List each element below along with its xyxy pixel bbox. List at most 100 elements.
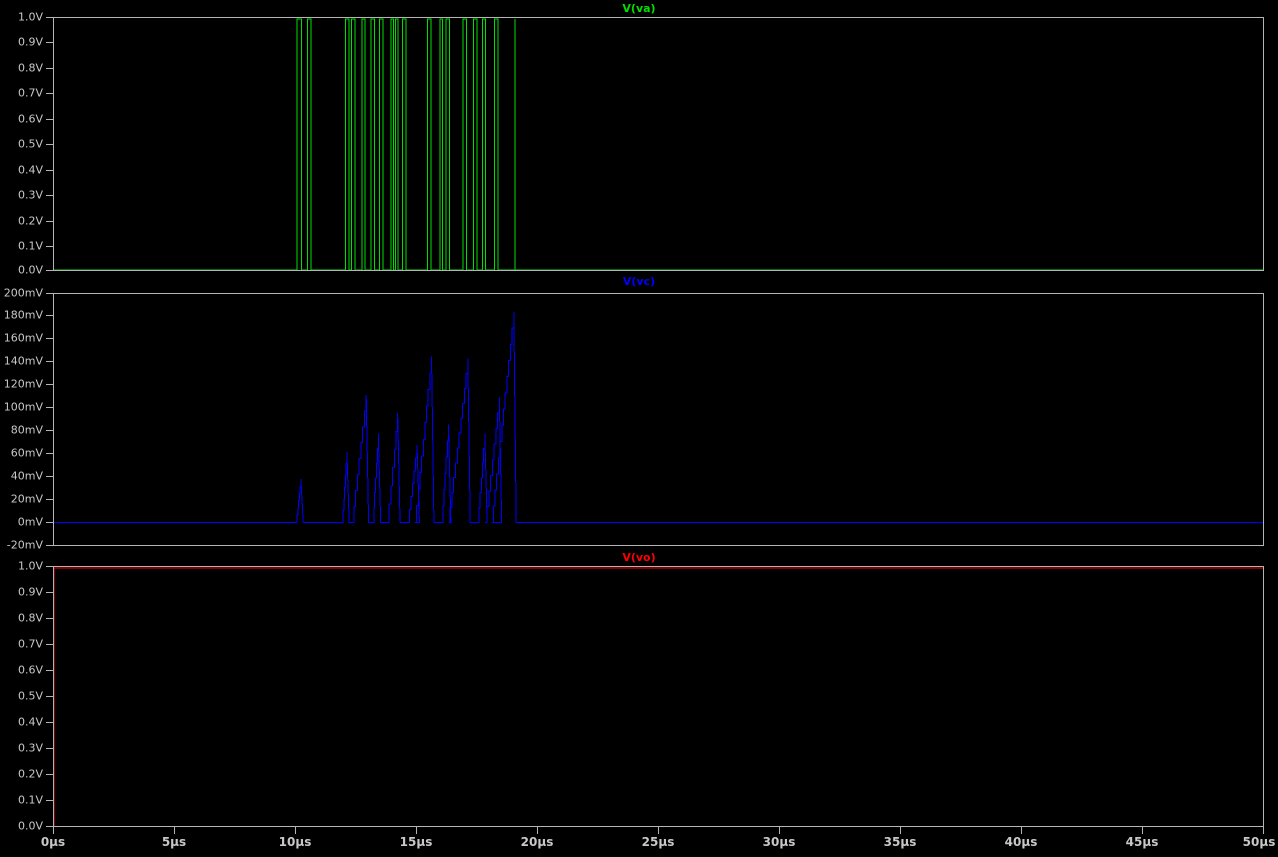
x-axis: 0µs 5µs 10µs 15µs 20µs 25µs 30µs 35µs 40… (0, 827, 1278, 857)
y-tick-mark (46, 748, 53, 749)
y-tick-mark (46, 93, 53, 94)
y-tick-mark (46, 430, 53, 431)
y-tick-mark (46, 119, 53, 120)
y-tick-label: 0.0V (17, 819, 43, 833)
y-tick-label: 0.5V (17, 137, 43, 151)
y-tick-label: 140mV (3, 354, 43, 368)
y-tick-label: 0.5V (17, 689, 43, 703)
y-tick-label: -20mV (6, 538, 43, 552)
y-tick-label: 0.7V (17, 86, 43, 100)
y-tick-label: 0.1V (17, 793, 43, 807)
y-tick-label: 0.9V (17, 35, 43, 49)
y-tick-label: 0mV (17, 515, 43, 529)
y-tick-label: 0.1V (17, 239, 43, 253)
panel-va: V(va) 1.0V 0.9V 0.8V 0.7V 0.6V 0.5V 0.4V… (0, 0, 1278, 276)
x-tick-label: 5µs (161, 835, 187, 849)
y-tick-label: 0.6V (17, 663, 43, 677)
x-tick-label: 45µs (1125, 835, 1159, 849)
trace-vo (54, 567, 1263, 826)
trace-label-va[interactable]: V(va) (622, 2, 656, 15)
y-tick-mark (46, 476, 53, 477)
y-tick-label: 200mV (3, 286, 43, 300)
y-tick-mark (46, 670, 53, 671)
y-tick-label: 100mV (3, 400, 43, 414)
trace-vc (54, 312, 1263, 523)
trace-va (54, 18, 1263, 270)
y-tick-label: 80mV (10, 423, 43, 437)
y-tick-label: 0.2V (17, 214, 43, 228)
y-tick-label: 0.3V (17, 741, 43, 755)
y-tick-mark (46, 246, 53, 247)
x-tick-mark (174, 827, 175, 834)
y-tick-label: 0.3V (17, 188, 43, 202)
y-tick-mark (46, 774, 53, 775)
y-tick-mark (46, 453, 53, 454)
x-tick-label: 35µs (883, 835, 917, 849)
y-tick-label: 60mV (10, 446, 43, 460)
y-tick-mark (46, 644, 53, 645)
y-axis-vo: 1.0V 0.9V 0.8V 0.7V 0.6V 0.5V 0.4V 0.3V … (0, 552, 53, 833)
y-tick-mark (46, 195, 53, 196)
x-tick-mark (1021, 827, 1022, 834)
x-tick-label: 40µs (1004, 835, 1038, 849)
x-tick-label: 30µs (762, 835, 796, 849)
y-tick-label: 1.0V (17, 559, 43, 573)
panel-vo: V(vo) 1.0V 0.9V 0.8V 0.7V 0.6V 0.5V 0.4V… (0, 552, 1278, 832)
y-tick-mark (46, 221, 53, 222)
y-tick-label: 0.0V (17, 263, 43, 277)
x-tick-label: 15µs (399, 835, 433, 849)
x-tick-mark (537, 827, 538, 834)
y-tick-mark (46, 68, 53, 69)
y-tick-label: 20mV (10, 492, 43, 506)
y-tick-label: 0.9V (17, 585, 43, 599)
x-tick-label: 25µs (641, 835, 675, 849)
x-tick-mark (416, 827, 417, 834)
x-tick-label: 20µs (520, 835, 554, 849)
trace-label-vo[interactable]: V(vo) (622, 551, 656, 564)
y-tick-label: 0.8V (17, 61, 43, 75)
y-tick-mark (46, 499, 53, 500)
x-tick-label: 10µs (278, 835, 312, 849)
y-tick-mark (46, 566, 53, 567)
plot-area-va[interactable] (53, 17, 1264, 271)
x-tick-mark (53, 827, 54, 834)
y-tick-mark (46, 361, 53, 362)
y-tick-mark (46, 800, 53, 801)
y-tick-mark (46, 407, 53, 408)
y-axis-va: 1.0V 0.9V 0.8V 0.7V 0.6V 0.5V 0.4V 0.3V … (0, 0, 53, 277)
y-tick-mark (46, 522, 53, 523)
y-tick-mark (46, 144, 53, 145)
x-tick-mark (658, 827, 659, 834)
y-tick-label: 160mV (3, 331, 43, 345)
y-tick-mark (46, 270, 53, 271)
y-tick-mark (46, 42, 53, 43)
x-tick-label: 50µs (1242, 835, 1276, 849)
y-tick-mark (46, 170, 53, 171)
plot-area-vo[interactable] (53, 566, 1264, 827)
y-tick-mark (46, 722, 53, 723)
x-tick-mark (900, 827, 901, 834)
trace-label-vc[interactable]: V(vc) (622, 275, 656, 288)
y-tick-mark (46, 17, 53, 18)
y-axis-vc: 200mV 180mV 160mV 140mV 120mV 100mV 80mV… (0, 276, 53, 552)
y-tick-label: 180mV (3, 308, 43, 322)
x-tick-mark (1142, 827, 1143, 834)
y-tick-mark (46, 338, 53, 339)
y-tick-mark (46, 293, 53, 294)
y-tick-mark (46, 592, 53, 593)
x-tick-mark (1263, 827, 1264, 834)
y-tick-mark (46, 618, 53, 619)
panel-vc: V(vc) 200mV 180mV 160mV 140mV 120mV 100m… (0, 276, 1278, 552)
plot-area-vc[interactable] (53, 293, 1264, 546)
y-tick-mark (46, 826, 53, 827)
y-tick-label: 40mV (10, 469, 43, 483)
y-tick-label: 0.4V (17, 163, 43, 177)
x-tick-mark (295, 827, 296, 834)
y-tick-mark (46, 315, 53, 316)
y-tick-label: 120mV (3, 377, 43, 391)
y-tick-label: 1.0V (17, 10, 43, 24)
y-tick-mark (46, 696, 53, 697)
y-tick-mark (46, 384, 53, 385)
y-tick-mark (46, 545, 53, 546)
